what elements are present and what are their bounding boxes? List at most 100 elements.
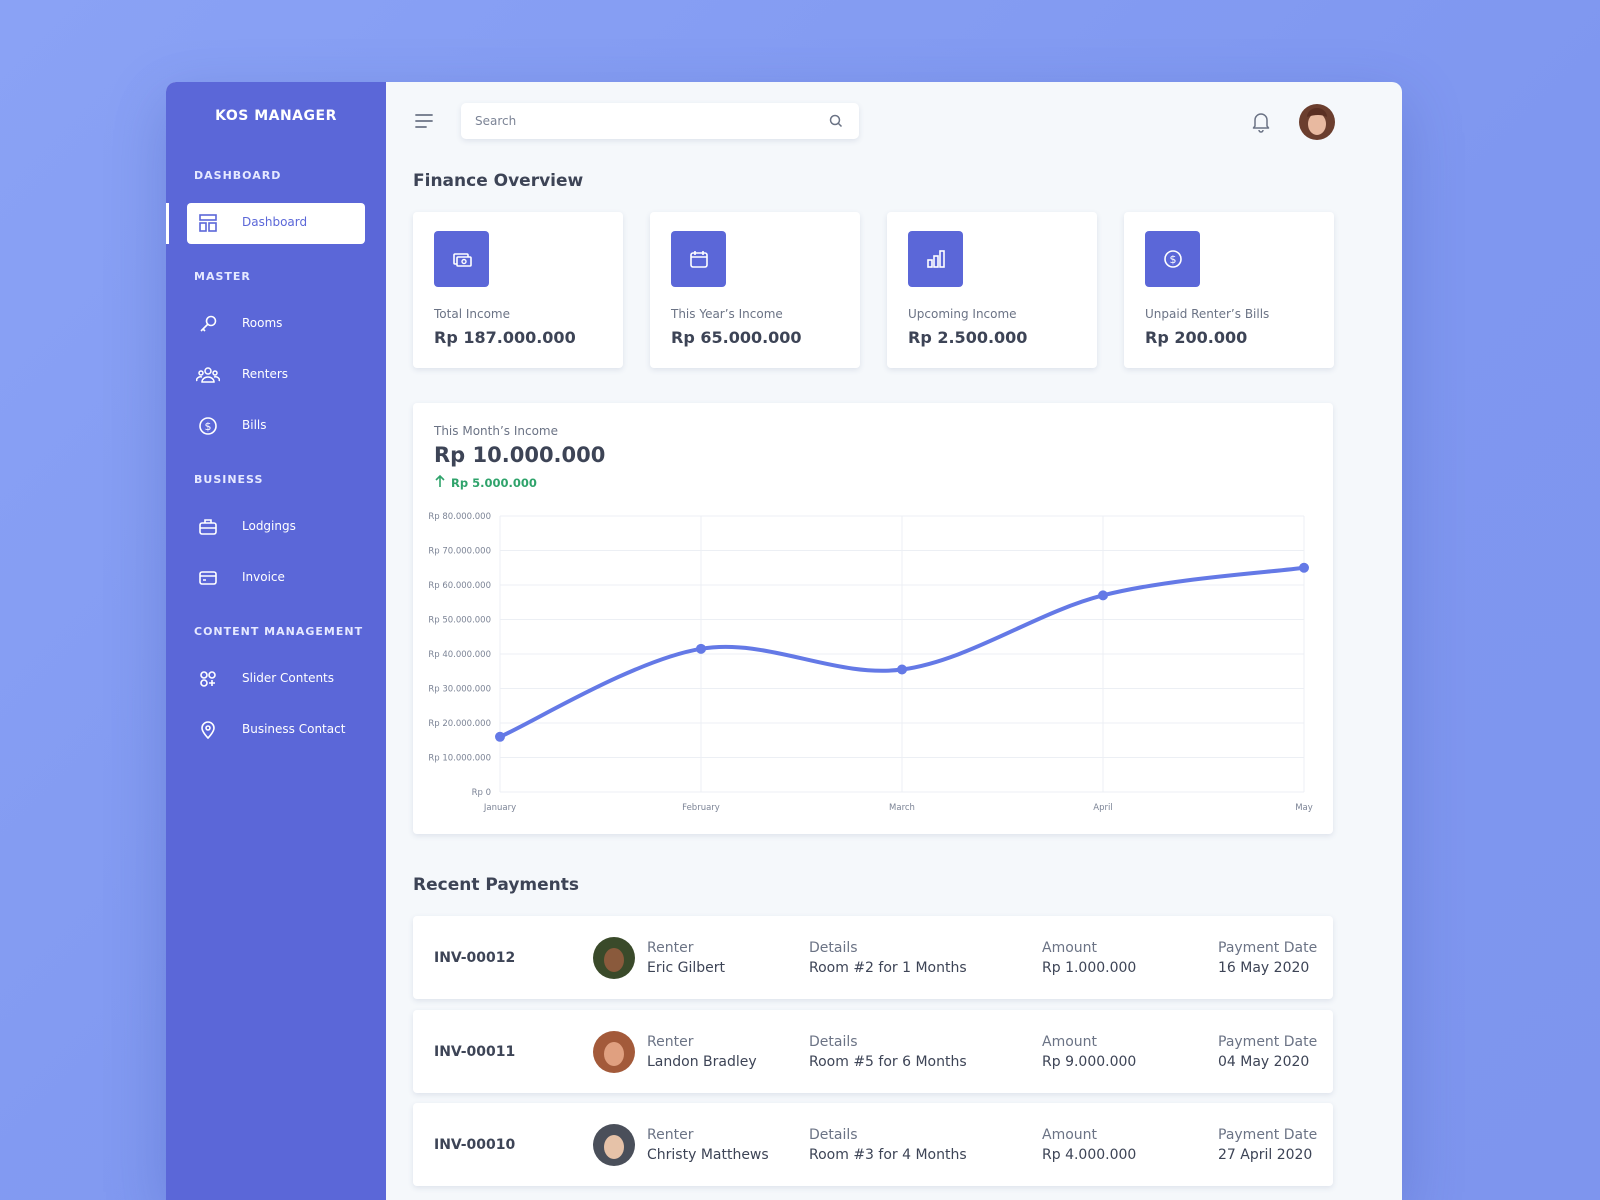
column-value: Room #2 for 1 Months (809, 960, 967, 976)
y-tick-label: Rp 10.000.000 (428, 754, 491, 764)
column-value: 27 April 2020 (1218, 1147, 1313, 1163)
stat-label: Total Income (434, 307, 510, 321)
sidebar-item[interactable]: Slider Contents (242, 671, 335, 685)
icon (200, 315, 217, 332)
sidebar-item[interactable]: Invoice (242, 570, 285, 584)
app-window: KOS MANAGER DASHBOARD Dashboard MASTER Room… (166, 82, 1402, 1200)
stat-label: Upcoming Income (908, 307, 1017, 321)
x-tick-label: February (682, 803, 720, 813)
column-label: Renter (647, 1033, 694, 1050)
stat-value: Rp 2.500.000 (908, 328, 1028, 347)
x-tick-label: March (889, 803, 915, 813)
user-avatar[interactable] (1298, 103, 1336, 141)
sidebar-item[interactable]: Renters (242, 367, 289, 381)
menu-button[interactable] (414, 111, 434, 131)
sidebar-item[interactable]: Dashboard (242, 215, 308, 229)
column-label: Details (809, 1127, 858, 1143)
chart-title: This Month’s Income (434, 424, 558, 438)
column-value: Rp 4.000.000 (1042, 1147, 1137, 1163)
column-value: 04 May 2020 (1218, 1053, 1310, 1070)
renter-avatar (593, 1030, 635, 1073)
data-point (1299, 562, 1309, 573)
chart-headline: Rp 10.000.000 (434, 443, 606, 467)
section-title: Finance Overview (413, 171, 584, 191)
y-tick-label: Rp 40.000.000 (428, 650, 491, 660)
icon (199, 571, 217, 585)
column-value: Eric Gilbert (647, 960, 726, 976)
column-value: Rp 9.000.000 (1042, 1053, 1137, 1070)
column-value: Room #3 for 4 Months (809, 1147, 967, 1163)
payment-row[interactable]: INV-00010 Renter Christy Matthews Details Ro… (413, 1103, 1333, 1186)
icon (927, 250, 945, 268)
y-tick-label: Rp 70.000.000 (428, 547, 491, 557)
column-label: Payment Date (1218, 1127, 1318, 1143)
sidebar-item[interactable]: Rooms (242, 316, 283, 330)
stat-icon-box (908, 231, 963, 287)
sidebar-section-title: BUSINESS (194, 473, 264, 486)
stat-card: This Year’s Income Rp 65.000.000 (650, 212, 860, 368)
column-label: Amount (1042, 940, 1098, 956)
line-chart: Rp 0 Rp 10.000.000 Rp 20.000.000 Rp 30.000.… (428, 512, 1312, 813)
icon: $ (1164, 250, 1182, 268)
payment-row[interactable]: INV-00012 Renter Eric Gilbert Details Room #… (413, 916, 1333, 999)
active-indicator (166, 203, 169, 244)
data-point (1098, 590, 1108, 601)
data-point (495, 731, 505, 742)
invoice-id: INV-00011 (434, 1043, 516, 1060)
svg-text:$: $ (1170, 253, 1177, 266)
icon (199, 519, 217, 535)
data-point (897, 664, 907, 675)
column-value: 16 May 2020 (1218, 960, 1310, 976)
column-value: Rp 1.000.000 (1042, 960, 1137, 976)
payment-row[interactable]: INV-00011 Renter Landon Bradley Details Room… (413, 1009, 1333, 1093)
icon (690, 251, 708, 268)
icon (200, 671, 216, 687)
stat-value: Rp 187.000.000 (434, 328, 576, 347)
stat-card: Total Income Rp 187.000.000 (413, 212, 623, 368)
column-label: Details (809, 940, 858, 956)
column-value: Christy Matthews (647, 1147, 769, 1163)
search-box[interactable]: Search (461, 103, 859, 139)
sidebar-section-title: MASTER (194, 270, 251, 283)
column-label: Payment Date (1218, 1033, 1318, 1050)
search-placeholder: Search (475, 114, 517, 128)
column-label: Amount (1042, 1033, 1098, 1050)
icon (196, 367, 220, 383)
y-tick-label: Rp 80.000.000 (428, 512, 491, 522)
income-chart-card: This Month’s Income Rp 10.000.000 Rp 5.0… (413, 403, 1333, 834)
y-tick-label: Rp 50.000.000 (428, 616, 491, 626)
chart-change: Rp 5.000.000 (451, 476, 537, 490)
x-tick-label: April (1093, 803, 1112, 813)
search-icon (829, 114, 843, 128)
column-label: Renter (647, 940, 694, 956)
icon (201, 721, 215, 740)
renter-avatar (593, 1124, 635, 1166)
brand: KOS MANAGER (215, 108, 337, 124)
sidebar-item[interactable]: Lodgings (242, 519, 296, 533)
stat-value: Rp 200.000 (1145, 328, 1248, 347)
column-value: Landon Bradley (647, 1053, 757, 1070)
notification-bell[interactable] (1251, 111, 1271, 133)
y-tick-label: Rp 60.000.000 (428, 581, 491, 591)
stat-icon-box (1145, 231, 1200, 287)
y-tick-label: Rp 20.000.000 (428, 719, 491, 729)
icon: $ (199, 417, 217, 435)
sidebar-section-title: CONTENT MANAGEMENT (194, 625, 364, 638)
stat-icon-box (671, 231, 726, 287)
sidebar-item[interactable]: Bills (242, 418, 267, 432)
sidebar-item[interactable]: Business Contact (242, 722, 346, 736)
stat-label: Unpaid Renter’s Bills (1145, 307, 1270, 321)
icon (199, 214, 217, 232)
column-label: Details (809, 1033, 858, 1050)
svg-text:$: $ (205, 420, 212, 433)
data-point (696, 643, 706, 654)
column-label: Amount (1042, 1127, 1098, 1143)
section-title: Recent Payments (413, 875, 579, 895)
stat-card: Upcoming Income Rp 2.500.000 (887, 212, 1097, 368)
up-arrow (435, 474, 445, 487)
invoice-id: INV-00012 (434, 950, 516, 966)
sidebar-section-title: DASHBOARD (194, 169, 282, 182)
column-label: Payment Date (1218, 940, 1318, 956)
stat-card: $ Unpaid Renter’s Bills Rp 200.000 (1124, 212, 1334, 368)
